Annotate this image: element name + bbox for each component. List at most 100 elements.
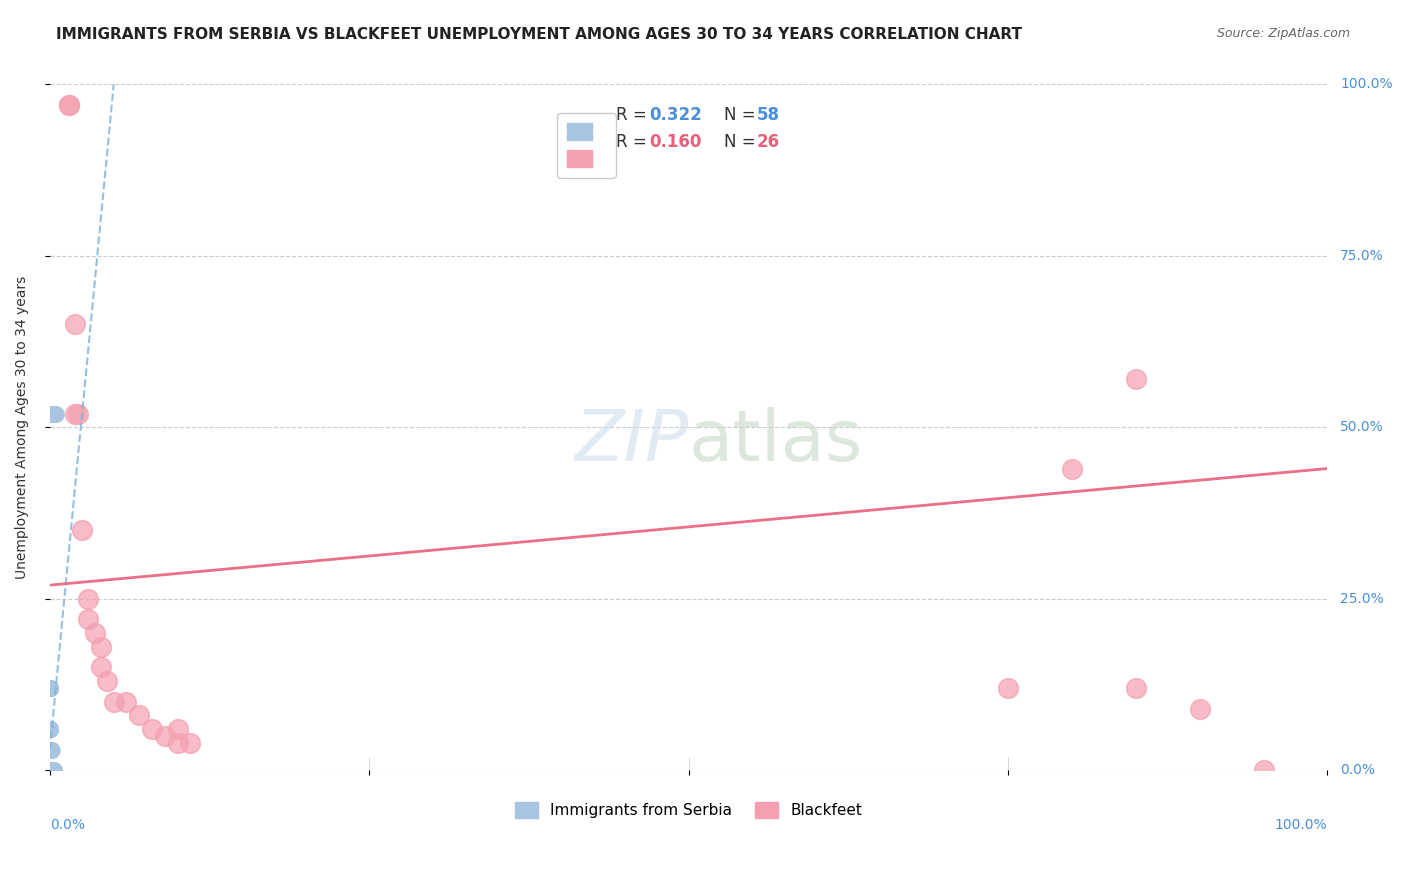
Point [77, 612, 100, 626]
Point [128, 708, 150, 723]
Legend: Immigrants from Serbia, Blackfeet: Immigrants from Serbia, Blackfeet [509, 797, 869, 824]
Point [38, 722, 60, 736]
Point [38, 764, 60, 778]
Point [39, 764, 62, 778]
Point [1125, 681, 1147, 695]
Point [66, 407, 89, 421]
Point [38, 743, 60, 757]
Point [38, 764, 60, 778]
Point [38, 743, 60, 757]
Point [42, 407, 65, 421]
Point [38, 764, 60, 778]
Point [41, 743, 63, 757]
Point [38, 743, 60, 757]
Point [38, 681, 60, 695]
Point [42, 764, 65, 778]
Point [39, 764, 62, 778]
Point [42, 764, 65, 778]
Point [141, 722, 163, 736]
Y-axis label: Unemployment Among Ages 30 to 34 years: Unemployment Among Ages 30 to 34 years [15, 276, 30, 579]
Text: R =: R = [616, 106, 652, 124]
Point [38, 681, 60, 695]
Point [83, 626, 105, 640]
Point [65, 318, 87, 332]
Text: 0.0%: 0.0% [1340, 764, 1375, 777]
Point [41, 407, 63, 421]
Point [997, 681, 1019, 695]
Text: N =: N = [724, 106, 761, 124]
Point [41, 764, 63, 778]
Point [38, 764, 60, 778]
Point [39, 764, 62, 778]
Point [1188, 701, 1211, 715]
Point [39, 407, 62, 421]
Point [58, 98, 80, 112]
Point [65, 407, 87, 421]
Point [153, 729, 176, 743]
Point [179, 736, 201, 750]
Point [115, 695, 138, 709]
Point [90, 640, 112, 654]
Point [103, 695, 125, 709]
Point [1060, 461, 1083, 475]
Text: 100.0%: 100.0% [1340, 78, 1393, 92]
Text: 75.0%: 75.0% [1340, 249, 1384, 263]
Point [41, 764, 63, 778]
Text: 100.0%: 100.0% [1275, 818, 1327, 832]
Point [38, 722, 60, 736]
Point [38, 743, 60, 757]
Text: IMMIGRANTS FROM SERBIA VS BLACKFEET UNEMPLOYMENT AMONG AGES 30 TO 34 YEARS CORRE: IMMIGRANTS FROM SERBIA VS BLACKFEET UNEM… [56, 27, 1022, 42]
Text: 0.0%: 0.0% [49, 818, 84, 832]
Point [38, 722, 60, 736]
Point [38, 764, 60, 778]
Point [96, 674, 118, 689]
Point [39, 764, 62, 778]
Text: ZIP: ZIP [574, 407, 689, 475]
Point [44, 407, 66, 421]
Point [39, 764, 62, 778]
Point [41, 764, 63, 778]
Point [41, 407, 63, 421]
Point [38, 722, 60, 736]
Point [90, 660, 112, 674]
Point [44, 407, 66, 421]
Point [39, 407, 62, 421]
Point [38, 722, 60, 736]
Point [38, 764, 60, 778]
Point [38, 722, 60, 736]
Point [38, 743, 60, 757]
Point [38, 764, 60, 778]
Text: 50.0%: 50.0% [1340, 420, 1384, 434]
Point [38, 764, 60, 778]
Text: 0.160: 0.160 [650, 133, 702, 151]
Text: Source: ZipAtlas.com: Source: ZipAtlas.com [1216, 27, 1350, 40]
Point [38, 722, 60, 736]
Point [38, 681, 60, 695]
Point [39, 743, 62, 757]
Point [41, 764, 63, 778]
Text: 0.322: 0.322 [650, 106, 703, 124]
Point [166, 722, 188, 736]
Point [70, 523, 93, 537]
Point [38, 681, 60, 695]
Point [38, 764, 60, 778]
Point [38, 681, 60, 695]
Point [38, 743, 60, 757]
Point [1253, 764, 1275, 778]
Point [38, 681, 60, 695]
Text: N =: N = [724, 133, 761, 151]
Text: R =: R = [616, 133, 652, 151]
Point [38, 407, 60, 421]
Point [1125, 372, 1147, 386]
Point [45, 407, 67, 421]
Text: atlas: atlas [689, 407, 863, 475]
Point [41, 764, 63, 778]
Point [38, 722, 60, 736]
Text: 58: 58 [756, 106, 779, 124]
Point [77, 591, 100, 606]
Point [38, 764, 60, 778]
Text: 25.0%: 25.0% [1340, 592, 1384, 606]
Point [38, 681, 60, 695]
Point [38, 681, 60, 695]
Point [39, 743, 62, 757]
